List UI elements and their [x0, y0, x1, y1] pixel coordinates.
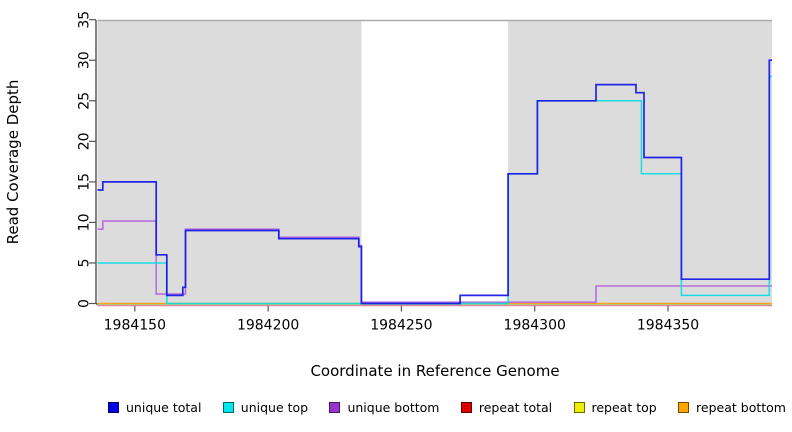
legend-label-repeat-total: repeat total: [478, 400, 553, 415]
legend: unique total unique top unique bottom repea…: [108, 400, 786, 415]
x-tick-label-1984200: 1984200: [237, 318, 299, 334]
x-tick-label-1984350: 1984350: [637, 318, 699, 334]
legend-swatch-repeat-total: [460, 402, 472, 413]
legend-swatch-unique-bottom: [329, 402, 341, 413]
y-tick-label-20: 20: [76, 132, 92, 150]
shaded-region-repeat-masked-left: [97, 20, 362, 304]
legend-swatch-repeat-bottom: [678, 402, 690, 413]
x-axis-title: Coordinate in Reference Genome: [310, 362, 560, 380]
series-line-unique-total: [97, 59, 772, 305]
legend-swatch-unique-total: [108, 402, 119, 413]
legend-label-repeat-bottom: repeat bottom: [696, 400, 786, 415]
shaded-region-repeat-masked-right: [508, 20, 772, 304]
x-tick-label-1984150: 1984150: [104, 318, 166, 334]
y-tick-label-25: 25: [76, 92, 92, 110]
y-axis-title: Read Coverage Depth: [4, 79, 22, 245]
legend-swatch-unique-top: [222, 402, 234, 413]
y-tick-label-30: 30: [76, 51, 92, 69]
legend-swatch-repeat-top: [573, 402, 585, 413]
y-tick-label-5: 5: [76, 258, 92, 267]
legend-label-unique-bottom: unique bottom: [347, 400, 440, 415]
x-tick-label-1984300: 1984300: [504, 318, 566, 334]
y-tick-label-35: 35: [76, 11, 92, 29]
legend-label-repeat-top: repeat top: [591, 400, 657, 415]
legend-item-unique-total: unique total: [108, 400, 201, 415]
legend-item-repeat-bottom: repeat bottom: [678, 400, 786, 415]
legend-label-unique-top: unique top: [240, 400, 309, 415]
y-tick-label-0: 0: [76, 299, 92, 308]
legend-item-repeat-top: repeat top: [573, 400, 657, 415]
legend-label-unique-total: unique total: [126, 400, 202, 415]
y-tick-label-10: 10: [76, 214, 92, 232]
y-tick-label-15: 15: [76, 173, 92, 191]
legend-item-repeat-total: repeat total: [460, 400, 553, 415]
legend-item-unique-bottom: unique bottom: [329, 400, 440, 415]
x-tick-label-1984250: 1984250: [370, 318, 432, 334]
legend-item-unique-top: unique top: [222, 400, 309, 415]
